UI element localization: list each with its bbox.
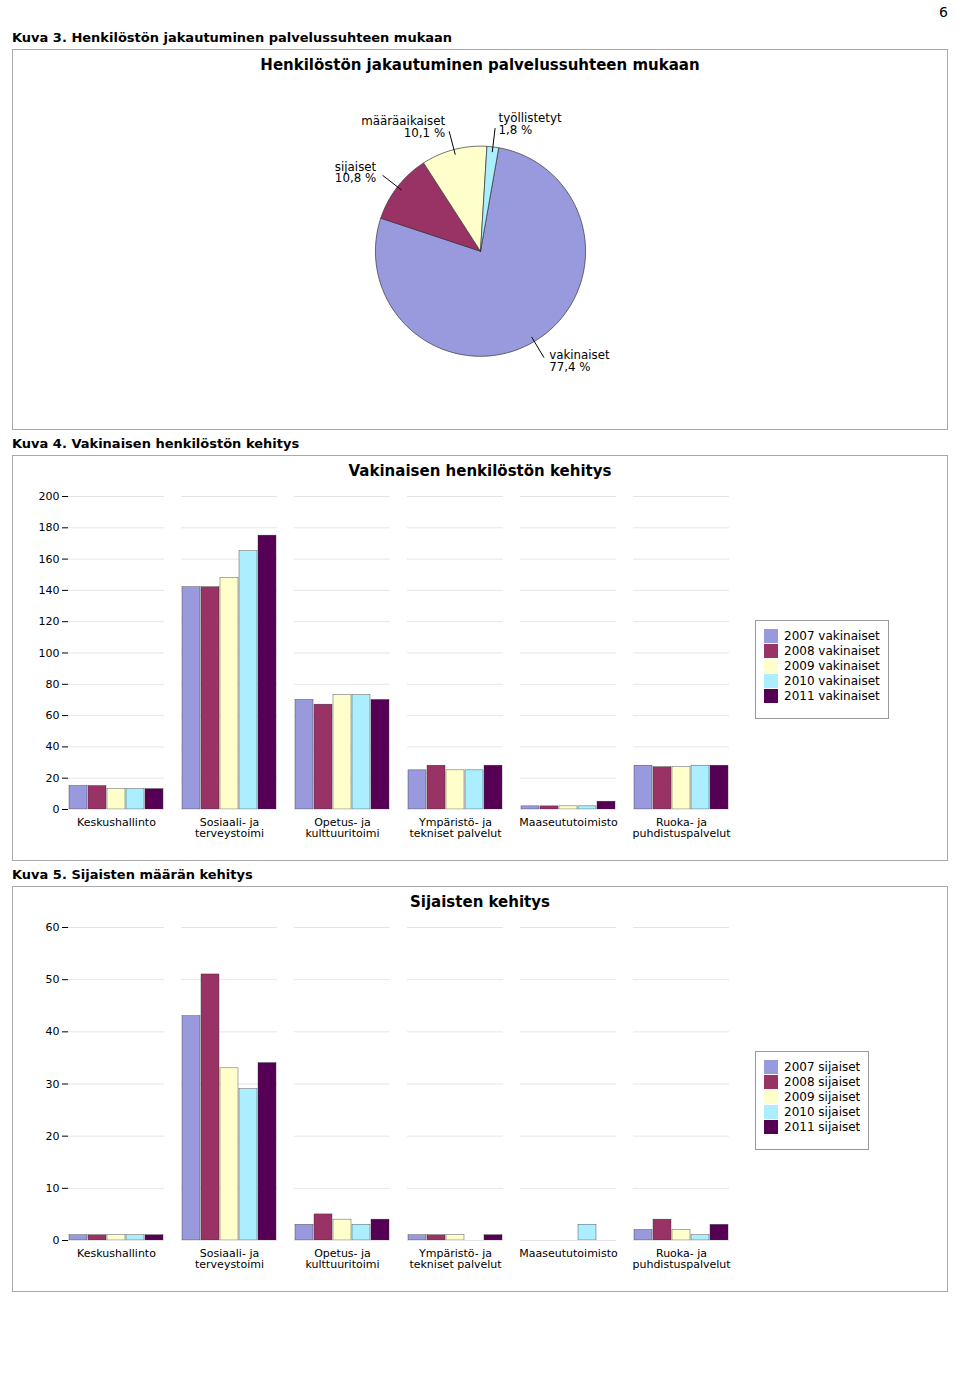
svg-text:80: 80 [46, 678, 60, 691]
html-text:2009 vakinaiset: 2009 vakinaiset [784, 659, 880, 673]
svg-text:180: 180 [39, 522, 60, 535]
html-text:Kuva 3. Henkilöstön jakautumin: Kuva 3. Henkilöstön jakautuminen palvelu… [12, 30, 453, 45]
svg-text:0: 0 [53, 803, 60, 816]
svg-text:160: 160 [39, 553, 60, 566]
svg-text:30: 30 [46, 1078, 60, 1091]
html-text:6: 6 [939, 4, 948, 20]
html-text:2010 sijaiset: 2010 sijaiset [784, 1105, 861, 1119]
html-text:2009 sijaiset: 2009 sijaiset [784, 1090, 861, 1104]
html-text:2010 vakinaiset: 2010 vakinaiset [784, 674, 880, 688]
svg-text:Ruoka- japuhdistuspalvelut: Ruoka- japuhdistuspalvelut [632, 1248, 731, 1272]
html-text:2008 vakinaiset: 2008 vakinaiset [784, 644, 880, 658]
svg-text:60: 60 [46, 921, 60, 934]
svg-text:Ruoka- japuhdistuspalvelut: Ruoka- japuhdistuspalvelut [632, 817, 731, 841]
svg-text:Opetus- jakulttuuritoimi: Opetus- jakulttuuritoimi [305, 817, 379, 841]
html-text:2011 sijaiset: 2011 sijaiset [784, 1120, 861, 1134]
svg-text:200: 200 [39, 490, 60, 503]
svg-text:Ympäristö- jatekniset palvelut: Ympäristö- jatekniset palvelut [409, 817, 502, 841]
svg-text:Keskushallinto: Keskushallinto [77, 817, 156, 830]
svg-text:Maaseututoimisto: Maaseututoimisto [519, 817, 618, 830]
svg-text:20: 20 [46, 1130, 60, 1143]
svg-text:sijaiset10,8 %: sijaiset10,8 % [335, 160, 377, 186]
html-text:2008 sijaiset: 2008 sijaiset [784, 1075, 861, 1089]
svg-text:60: 60 [46, 710, 60, 723]
html-text:2007 vakinaiset: 2007 vakinaiset [784, 629, 880, 643]
html-text:2007 sijaiset: 2007 sijaiset [784, 1060, 861, 1074]
html-text:Kuva 4. Vakinaisen henkilöstön: Kuva 4. Vakinaisen henkilöstön kehitys [12, 436, 300, 452]
svg-text:Maaseututoimisto: Maaseututoimisto [519, 1248, 618, 1261]
svg-text:40: 40 [46, 1026, 60, 1039]
svg-text:140: 140 [39, 584, 60, 597]
html-text:Henkilöstön jakautuminen palve: Henkilöstön jakautuminen palvelussuhteen… [260, 56, 700, 74]
svg-text:0: 0 [53, 1234, 60, 1247]
svg-text:20: 20 [46, 772, 60, 785]
html-text:2011 vakinaiset: 2011 vakinaiset [784, 689, 880, 703]
svg-text:vakinaiset77,4 %: vakinaiset77,4 % [549, 348, 610, 374]
svg-text:Ympäristö- jatekniset palvelut: Ympäristö- jatekniset palvelut [409, 1248, 502, 1272]
svg-text:40: 40 [46, 741, 60, 754]
html-text:Kuva 5. Sijaisten määrän kehit: Kuva 5. Sijaisten määrän kehitys [12, 867, 253, 883]
svg-text:50: 50 [46, 974, 60, 987]
svg-text:Keskushallinto: Keskushallinto [77, 1248, 156, 1261]
html-text:Sijaisten kehitys: Sijaisten kehitys [410, 893, 550, 912]
svg-text:10: 10 [46, 1182, 60, 1195]
svg-text:120: 120 [39, 616, 60, 629]
html-text:Vakinaisen henkilöstön kehitys: Vakinaisen henkilöstön kehitys [348, 462, 612, 481]
svg-text:100: 100 [39, 647, 60, 660]
svg-text:Sosiaali- jaterveystoimi: Sosiaali- jaterveystoimi [195, 1248, 264, 1272]
svg-text:Opetus- jakulttuuritoimi: Opetus- jakulttuuritoimi [305, 1248, 379, 1272]
svg-text:Sosiaali- jaterveystoimi: Sosiaali- jaterveystoimi [195, 817, 264, 841]
svg-text:määräaikaiset10,1 %: määräaikaiset10,1 % [361, 114, 445, 140]
svg-text:työllistetyt1,8 %: työllistetyt1,8 % [499, 111, 562, 137]
